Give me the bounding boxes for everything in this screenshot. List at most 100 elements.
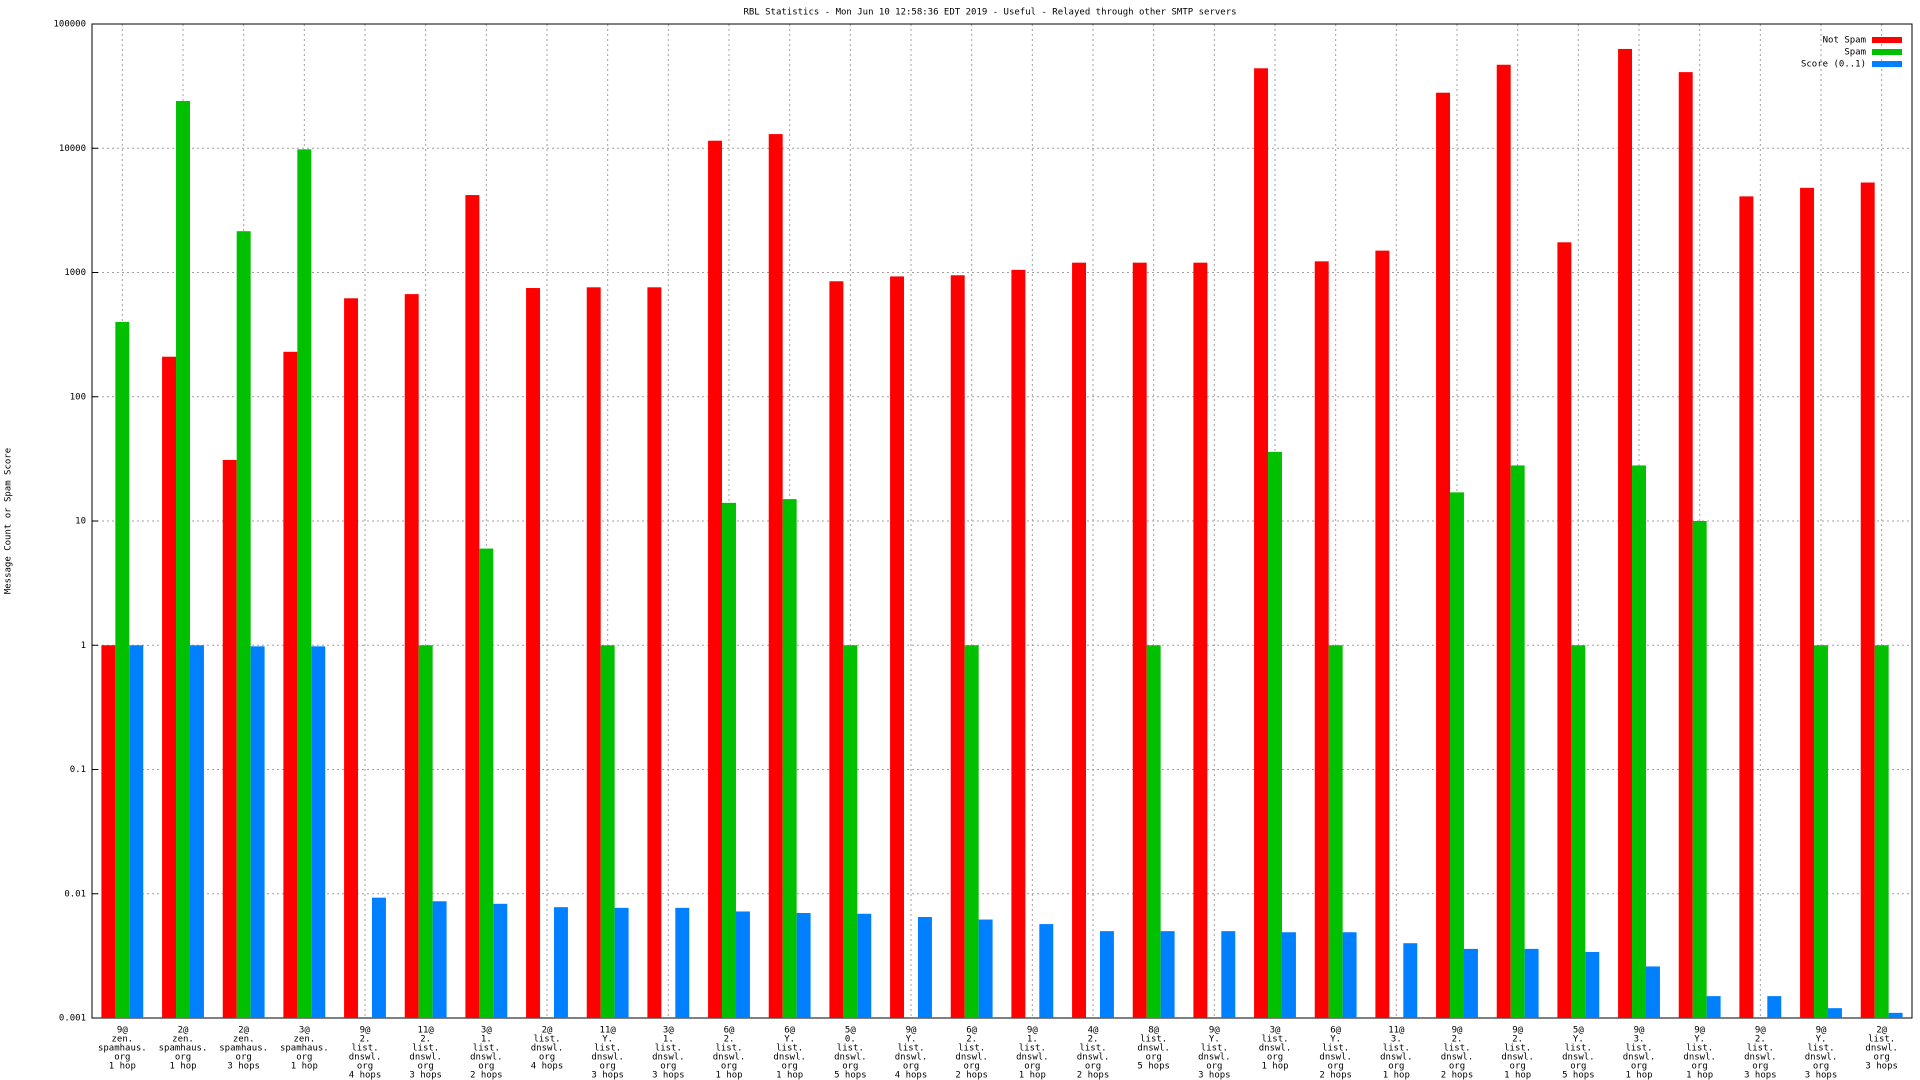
- bar: [222, 459, 237, 1018]
- bar: [1814, 645, 1828, 1018]
- x-tick-label: org: [721, 1062, 737, 1072]
- x-tick-label: 4@: [1088, 1026, 1099, 1036]
- bar: [1888, 1012, 1903, 1018]
- x-tick-label: org: [1146, 1053, 1162, 1063]
- x-tick-label: dnswl.: [1744, 1053, 1777, 1063]
- bar: [782, 499, 797, 1018]
- bar: [1463, 948, 1478, 1018]
- x-tick-label: zen.: [111, 1035, 133, 1045]
- x-tick-label: list.: [412, 1044, 439, 1054]
- bar: [857, 913, 872, 1018]
- x-tick-label: dnswl.: [470, 1053, 503, 1063]
- x-tick-label: list.: [776, 1044, 803, 1054]
- x-tick-label: 3@: [481, 1026, 492, 1036]
- x-tick-label: dnswl.: [1077, 1053, 1110, 1063]
- x-tick-label: dnswl.: [1441, 1053, 1474, 1063]
- x-tick-label: org: [478, 1062, 494, 1072]
- x-tick-label: 9@: [1816, 1026, 1827, 1036]
- bar: [647, 287, 662, 1018]
- bar: [236, 231, 251, 1018]
- x-tick-label: org: [1449, 1062, 1465, 1072]
- bar: [1692, 521, 1707, 1018]
- x-tick-label: dnswl.: [1805, 1053, 1838, 1063]
- x-tick-label: spamhaus.: [280, 1044, 329, 1054]
- x-tick-label: 2.: [1755, 1035, 1766, 1045]
- x-tick-label: list.: [1565, 1044, 1592, 1054]
- x-tick-label: org: [418, 1062, 434, 1072]
- bar: [843, 645, 858, 1018]
- x-tick-label: 11@: [1388, 1026, 1405, 1036]
- x-tick-label: org: [539, 1053, 555, 1063]
- x-tick-label: 6@: [1330, 1026, 1341, 1036]
- x-tick-label: zen.: [233, 1035, 255, 1045]
- bar: [1314, 261, 1329, 1018]
- x-tick-label: org: [1570, 1062, 1586, 1072]
- x-tick-label: 5 hops: [1562, 1071, 1595, 1080]
- y-tick-label: 0.1: [70, 765, 86, 775]
- x-tick-label: dnswl.: [1380, 1053, 1413, 1063]
- x-tick-label: dnswl.: [1016, 1053, 1049, 1063]
- y-tick-label: 1: [81, 641, 86, 651]
- x-tick-label: 2 hops: [1441, 1071, 1474, 1080]
- x-tick-label: 9@: [1209, 1026, 1220, 1036]
- bar: [978, 919, 993, 1018]
- x-tick-label: dnswl.: [531, 1044, 564, 1054]
- bar: [1132, 262, 1147, 1018]
- x-tick-label: list.: [1625, 1044, 1652, 1054]
- x-tick-label: list.: [897, 1044, 924, 1054]
- y-tick-label: 10: [75, 517, 86, 527]
- x-tick-label: org: [1024, 1062, 1040, 1072]
- bar: [1254, 68, 1269, 1018]
- x-tick-label: list.: [1079, 1044, 1106, 1054]
- x-tick-label: 8@: [1148, 1026, 1159, 1036]
- x-tick-label: 1 hop: [1261, 1062, 1288, 1072]
- bar: [283, 351, 298, 1019]
- x-tick-label: 6@: [966, 1026, 977, 1036]
- x-tick-label: list.: [837, 1044, 864, 1054]
- bar: [1678, 72, 1693, 1019]
- x-tick-label: 1 hop: [776, 1071, 803, 1080]
- x-tick-label: 11@: [418, 1026, 435, 1036]
- x-tick-label: 5@: [845, 1026, 856, 1036]
- x-tick-label: dnswl.: [955, 1053, 988, 1063]
- x-tick-label: list.: [351, 1044, 378, 1054]
- x-tick-label: 2 hops: [470, 1071, 503, 1080]
- bar: [1618, 48, 1633, 1018]
- x-tick-label: org: [1752, 1062, 1768, 1072]
- x-tick-label: org: [175, 1053, 191, 1063]
- x-tick-label: zen.: [293, 1035, 315, 1045]
- x-tick-label: 4 hops: [895, 1071, 928, 1080]
- bar: [311, 646, 326, 1018]
- x-tick-label: dnswl.: [1865, 1044, 1898, 1054]
- bar: [1510, 465, 1525, 1018]
- chart-title: RBL Statistics - Mon Jun 10 12:58:36 EDT…: [743, 8, 1236, 18]
- x-tick-label: 3 hops: [409, 1071, 442, 1080]
- x-tick-label: 3@: [299, 1026, 310, 1036]
- x-tick-label: Y.: [1816, 1035, 1827, 1045]
- x-tick-label: 9@: [1452, 1026, 1463, 1036]
- y-tick-label: 0.001: [59, 1014, 86, 1024]
- x-tick-label: org: [1267, 1053, 1283, 1063]
- x-tick-label: dnswl.: [1562, 1053, 1595, 1063]
- bar: [1328, 645, 1343, 1018]
- x-tick-label: list.: [1807, 1044, 1834, 1054]
- bar: [1585, 951, 1600, 1018]
- x-tick-label: 2.: [420, 1035, 431, 1045]
- x-tick-label: dnswl.: [1683, 1053, 1716, 1063]
- x-tick-label: 9@: [906, 1026, 917, 1036]
- x-tick-label: dnswl.: [1501, 1053, 1534, 1063]
- x-tick-label: 2.: [1088, 1035, 1099, 1045]
- bar: [1072, 262, 1087, 1018]
- x-tick-label: list.: [594, 1044, 621, 1054]
- bar: [1375, 250, 1390, 1018]
- bar: [1403, 943, 1418, 1018]
- bar: [189, 645, 204, 1018]
- x-tick-label: org: [357, 1062, 373, 1072]
- x-tick-label: 3@: [663, 1026, 674, 1036]
- bar: [418, 645, 433, 1018]
- x-tick-label: org: [296, 1053, 312, 1063]
- x-tick-label: Y.: [784, 1035, 795, 1045]
- bar: [708, 140, 723, 1018]
- x-tick-label: org: [1085, 1062, 1101, 1072]
- bar: [1436, 92, 1451, 1018]
